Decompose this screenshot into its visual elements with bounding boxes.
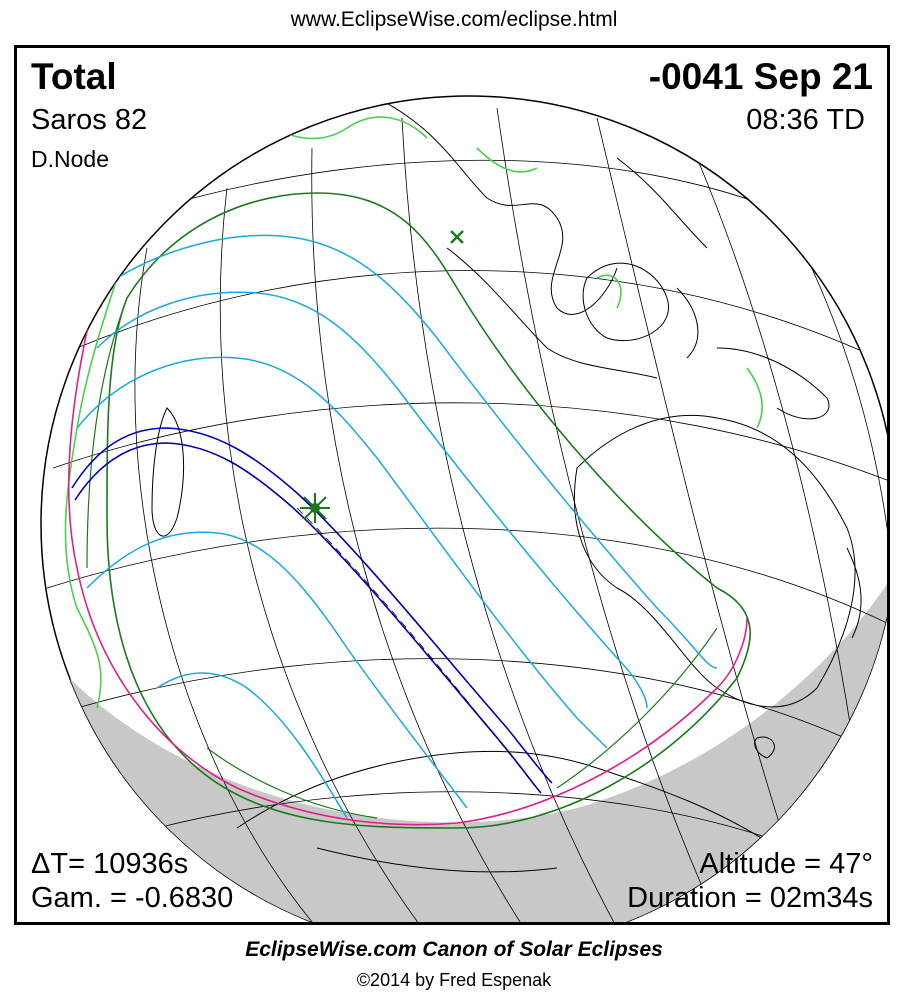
saros-number: Saros 82: [31, 104, 148, 136]
delta-t: ΔT= 10936s: [31, 848, 189, 880]
totality-duration: Duration = 02m34s: [627, 882, 873, 914]
greatest-eclipse-marker: [300, 493, 330, 523]
madagascar-coast: [151, 407, 184, 537]
night-shade: [41, 568, 887, 922]
graticule: [46, 107, 887, 922]
central-line: [296, 507, 538, 789]
rise-set-curve: [67, 287, 748, 826]
source-url: www.EclipseWise.com/eclipse.html: [290, 8, 618, 31]
eclipse-date: -0041 Sep 21: [648, 56, 873, 97]
contact-lines: [76, 234, 718, 819]
penumbra-inner-limit: [86, 297, 718, 819]
globe-disk: [40, 95, 887, 922]
eclipse-time: 08:36 TD: [746, 104, 865, 136]
canon-title: EclipseWise.com Canon of Solar Eclipses: [245, 938, 663, 961]
eclipse-map-panel: Total -0041 Sep 21 Saros 82 08:36 TD D.N…: [14, 45, 890, 925]
sun-altitude: Altitude = 47°: [699, 848, 873, 880]
node-type: D.Node: [31, 146, 109, 172]
eclipse-type: Total: [31, 56, 117, 97]
copyright: ©2014 by Fred Espenak: [356, 970, 552, 990]
globe-map: [40, 95, 887, 922]
subsolar-point-marker: [450, 230, 464, 244]
australia-coast: [573, 414, 856, 708]
gamma-value: Gam. = -0.6830: [31, 882, 234, 914]
penumbra-outer-limit: [106, 192, 751, 829]
